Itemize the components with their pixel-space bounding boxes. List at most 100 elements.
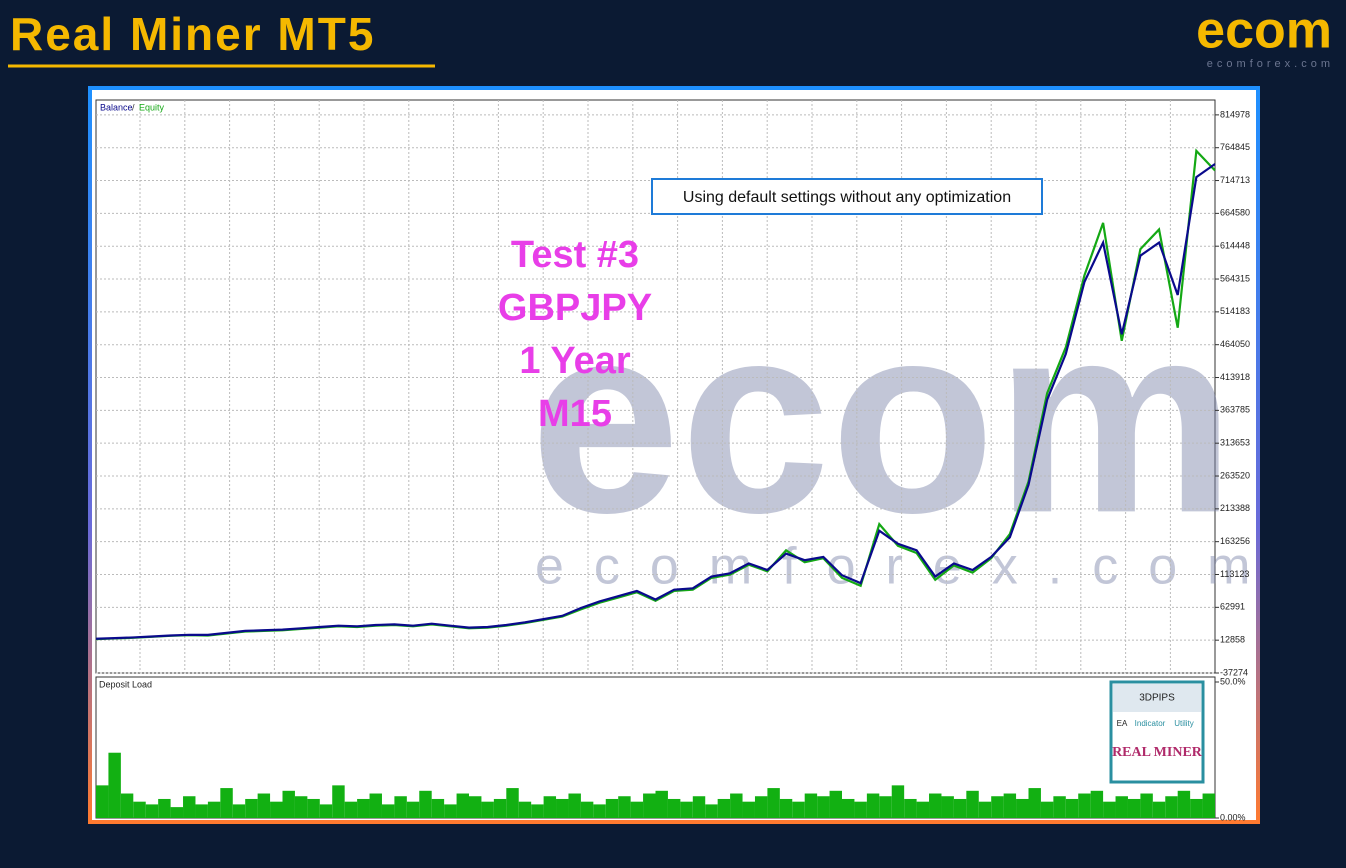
annotation: M15 [538, 393, 612, 435]
y-tick-label: 363785 [1220, 405, 1250, 415]
badge-brand: 3DPIPS [1139, 693, 1175, 704]
bar [643, 793, 656, 818]
badge-head [1113, 684, 1201, 712]
y-tick-label: 464050 [1220, 339, 1250, 349]
y-tick-label: 12858 [1220, 635, 1245, 645]
bar [183, 796, 196, 818]
bar [618, 796, 631, 818]
bar [1140, 793, 1153, 818]
bar [767, 788, 780, 818]
bar [406, 801, 420, 818]
bar [394, 796, 407, 818]
y-tick-label: 614448 [1220, 241, 1250, 251]
bar [307, 798, 320, 818]
bar [319, 804, 333, 818]
bar [207, 801, 221, 818]
watermark-site: ecomforex.com [535, 538, 1280, 596]
bar [108, 752, 121, 818]
bar [1190, 798, 1203, 818]
y-tick-label: 564315 [1220, 273, 1250, 283]
bar [705, 804, 718, 818]
bar [854, 801, 867, 818]
bar [381, 804, 395, 818]
y-tick-label: 764845 [1220, 142, 1250, 152]
bar [804, 793, 818, 818]
bar [1053, 796, 1066, 818]
bar [580, 801, 594, 818]
bar [891, 785, 905, 818]
bar [543, 796, 557, 818]
bar [469, 796, 482, 818]
bar [991, 796, 1004, 818]
bar [518, 801, 532, 818]
bar [1040, 801, 1054, 818]
legend-balance: Balance [100, 102, 133, 112]
bar [357, 798, 370, 818]
legend-equity: Equity [139, 102, 165, 112]
bar [1065, 798, 1079, 818]
bar [842, 798, 855, 818]
bar [754, 796, 768, 818]
y-tick-label: 113123 [1220, 569, 1249, 579]
bar [829, 790, 842, 818]
y-tick-label: 163256 [1220, 536, 1250, 546]
bar [493, 798, 507, 818]
annotation: 1 Year [519, 340, 631, 382]
bar [1003, 793, 1017, 818]
badge-tab: Indicator [1135, 719, 1166, 728]
annotation: Test #3 [511, 234, 639, 276]
bar [282, 790, 295, 818]
bar [232, 804, 246, 818]
bar [953, 798, 967, 818]
y-tick-label: -37274 [1220, 667, 1248, 677]
bar [506, 788, 519, 818]
y-tick-label: 0.00% [1220, 812, 1246, 822]
bar [966, 790, 979, 818]
y-tick-label: 263520 [1220, 470, 1250, 480]
bar [344, 801, 358, 818]
bar [120, 793, 134, 818]
bar [294, 796, 308, 818]
logo: ecom [1196, 2, 1332, 60]
bar [593, 804, 606, 818]
bar [1177, 790, 1191, 818]
bar [817, 796, 830, 818]
bar [220, 788, 233, 818]
annotation: GBPJPY [498, 287, 652, 329]
bar [978, 801, 992, 818]
y-tick-label: 814978 [1220, 109, 1250, 119]
y-tick-label: 413918 [1220, 372, 1250, 382]
bar [941, 796, 954, 818]
bar [1103, 801, 1116, 818]
bar [369, 793, 382, 818]
bar [195, 804, 208, 818]
bar [531, 804, 544, 818]
bar [1127, 798, 1141, 818]
deposit-title: Deposit Load [99, 679, 152, 689]
badge-tab: Utility [1174, 719, 1194, 728]
bar [779, 798, 793, 818]
bar [717, 798, 731, 818]
y-tick-label: 62991 [1220, 602, 1245, 612]
bar [904, 798, 917, 818]
bar [145, 804, 159, 818]
legend-separator: / [132, 102, 135, 112]
note: Using default settings without any optim… [683, 189, 1011, 206]
bar [667, 798, 681, 818]
bar [257, 793, 271, 818]
bar [792, 801, 805, 818]
main-panel [95, 99, 1216, 674]
y-tick-label: 313653 [1220, 438, 1250, 448]
badge-tab: EA [1117, 719, 1128, 728]
y-tick-label: 514183 [1220, 306, 1250, 316]
bar [431, 798, 445, 818]
bar [1028, 788, 1041, 818]
bar [742, 801, 755, 818]
bar [1165, 796, 1178, 818]
bar [1078, 793, 1091, 818]
bar [916, 801, 930, 818]
bar [170, 807, 184, 818]
bar [96, 785, 109, 818]
bar [158, 798, 171, 818]
